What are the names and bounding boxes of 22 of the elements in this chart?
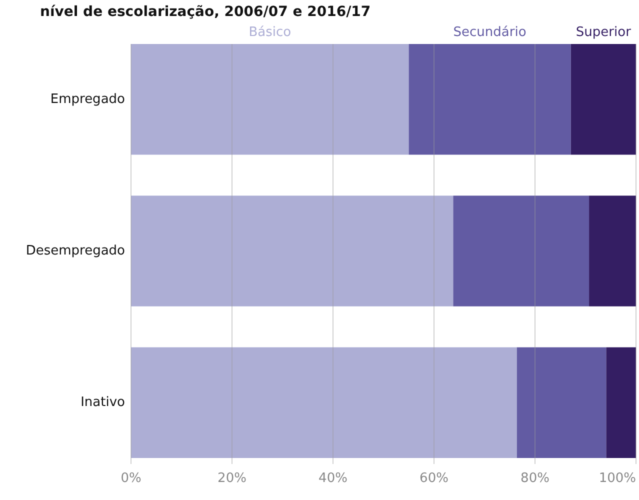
bar (516, 347, 606, 458)
bar (131, 44, 409, 155)
x-tick-label: 80% (520, 471, 550, 486)
x-tick-label: 60% (420, 471, 448, 486)
x-tick-label: 20% (218, 471, 246, 486)
series-label: Superior (576, 25, 632, 40)
y-tick-label: Inativo (80, 395, 126, 410)
x-tick-label: 40% (318, 471, 348, 486)
bar (408, 44, 571, 155)
bar (131, 196, 454, 306)
bar (570, 44, 636, 155)
x-tick-label: 100% (598, 471, 636, 486)
chart-title: nível de escolarização, 2006/07 e 2016/17 (40, 4, 371, 20)
x-tick-label: 0% (120, 471, 142, 486)
y-tick-label: Empregado (50, 92, 126, 107)
bar (453, 196, 590, 306)
bar (589, 196, 636, 306)
bar (131, 347, 517, 458)
series-label: Básico (248, 25, 292, 40)
series-label: Secundário (453, 25, 526, 40)
bar (606, 347, 636, 458)
y-tick-label: Desempregado (26, 244, 126, 259)
